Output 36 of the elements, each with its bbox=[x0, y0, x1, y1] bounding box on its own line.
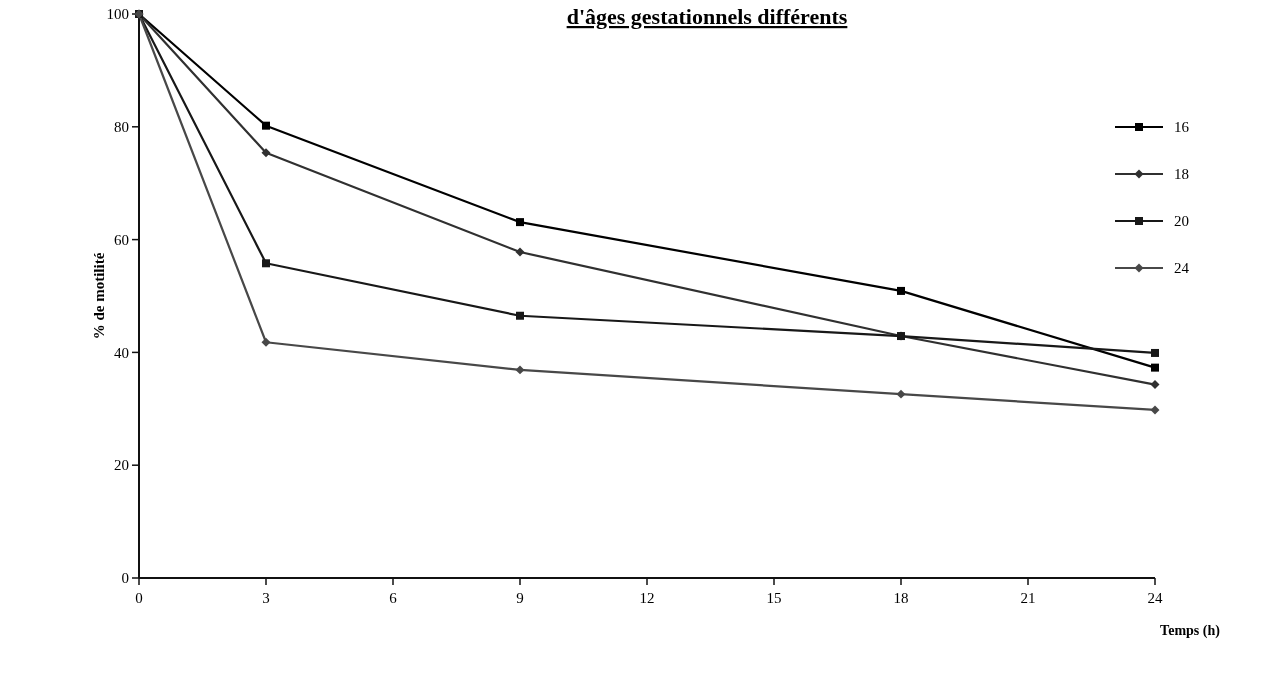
x-tick-label: 21 bbox=[1020, 590, 1036, 606]
legend-label: 16 bbox=[1174, 119, 1190, 136]
y-axis-title: % de motilité bbox=[91, 252, 107, 340]
point bbox=[1150, 380, 1160, 390]
y-tick-label: 0 bbox=[121, 570, 129, 587]
legend-label: 20 bbox=[1174, 213, 1189, 230]
point bbox=[1151, 348, 1159, 357]
legend-label: 18 bbox=[1174, 166, 1189, 183]
y-tick-label: 80 bbox=[114, 119, 129, 136]
x-tick-label: 24 bbox=[1147, 590, 1163, 606]
x-tick-label: 12 bbox=[639, 590, 655, 606]
legend-label: 24 bbox=[1174, 260, 1190, 277]
x-tick-label: 18 bbox=[893, 590, 909, 606]
point bbox=[1151, 363, 1159, 372]
point bbox=[516, 218, 524, 227]
point bbox=[516, 311, 524, 320]
chart-title: d'âges gestationnels différents bbox=[566, 4, 848, 29]
point bbox=[1150, 405, 1160, 415]
x-tick-label: 9 bbox=[516, 590, 524, 606]
point bbox=[515, 247, 525, 257]
x-tick-label: 6 bbox=[389, 590, 398, 606]
point bbox=[261, 148, 271, 158]
point bbox=[261, 337, 271, 347]
point bbox=[896, 389, 906, 399]
x-tick-label: 3 bbox=[262, 590, 270, 606]
point bbox=[897, 286, 905, 295]
point bbox=[515, 365, 525, 375]
point bbox=[262, 259, 270, 268]
y-tick-label: 40 bbox=[114, 344, 129, 361]
x-axis-title: Temps (h) bbox=[1160, 623, 1221, 639]
y-tick-label: 20 bbox=[114, 457, 129, 474]
point bbox=[262, 121, 270, 130]
y-tick-label: 60 bbox=[114, 231, 129, 248]
y-tick-label: 100 bbox=[106, 6, 129, 23]
x-tick-label: 0 bbox=[135, 590, 143, 606]
x-tick-label: 15 bbox=[766, 590, 782, 606]
